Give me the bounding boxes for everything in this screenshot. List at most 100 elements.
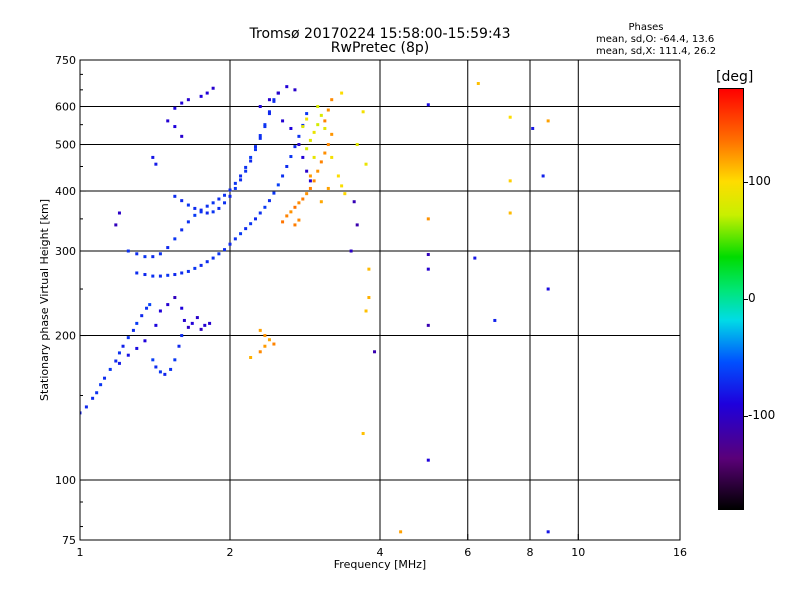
- data-point: [126, 353, 130, 357]
- x-tick-label: 16: [673, 546, 687, 559]
- data-point: [293, 145, 297, 149]
- data-point: [289, 210, 293, 214]
- data-point: [326, 143, 330, 147]
- data-point: [508, 115, 512, 119]
- data-point: [158, 274, 162, 278]
- data-point: [117, 211, 121, 215]
- data-point: [151, 274, 155, 278]
- data-point: [173, 296, 177, 300]
- data-point: [316, 123, 320, 127]
- data-point: [205, 211, 209, 215]
- data-point: [272, 342, 276, 346]
- data-point: [244, 227, 248, 231]
- data-point: [276, 91, 280, 95]
- data-point: [228, 242, 232, 246]
- x-tick-label: 6: [464, 546, 471, 559]
- data-point: [173, 237, 177, 241]
- data-point: [148, 303, 152, 307]
- data-point: [217, 206, 221, 210]
- data-point: [253, 217, 257, 221]
- y-tick-label: 600: [55, 101, 76, 114]
- data-point: [285, 85, 289, 89]
- data-point: [228, 194, 232, 198]
- data-point: [258, 211, 262, 215]
- colorbar: [718, 88, 744, 510]
- data-point: [193, 206, 197, 210]
- data-point: [233, 181, 237, 185]
- data-point: [80, 411, 82, 415]
- data-point: [135, 271, 139, 275]
- data-point: [508, 179, 512, 183]
- data-point: [154, 323, 158, 327]
- x-tick-label: 4: [377, 546, 384, 559]
- data-point: [239, 174, 243, 178]
- data-point: [316, 105, 320, 109]
- data-point: [233, 237, 237, 241]
- data-point: [223, 201, 227, 205]
- data-point: [154, 365, 158, 369]
- y-tick-label: 300: [55, 245, 76, 258]
- data-point: [312, 179, 316, 183]
- data-point: [166, 246, 170, 250]
- data-point: [180, 101, 184, 105]
- data-point: [541, 174, 545, 178]
- data-point: [267, 199, 271, 203]
- colorbar-tick: [744, 181, 748, 183]
- data-point: [186, 203, 190, 207]
- data-point: [203, 323, 207, 327]
- y-axis-label: Stationary phase Virtual Height [km]: [38, 199, 51, 401]
- data-point: [272, 99, 276, 103]
- data-point: [267, 110, 271, 114]
- data-point: [546, 530, 550, 534]
- data-point: [336, 174, 340, 178]
- data-point: [281, 174, 285, 178]
- data-point: [239, 232, 243, 236]
- data-point: [199, 94, 203, 98]
- colorbar-unit: [deg]: [716, 69, 754, 85]
- data-point: [289, 126, 293, 130]
- data-point: [426, 323, 430, 327]
- data-point: [285, 164, 289, 168]
- data-point: [169, 367, 173, 371]
- data-point: [316, 169, 320, 173]
- data-point: [258, 105, 262, 109]
- data-point: [319, 113, 323, 117]
- data-point: [193, 266, 197, 270]
- colorbar-tick-label: -100: [748, 408, 776, 423]
- data-point: [426, 103, 430, 107]
- data-point: [199, 327, 203, 331]
- data-point: [143, 255, 147, 259]
- data-point: [312, 130, 316, 134]
- data-point: [319, 200, 323, 204]
- data-point: [305, 112, 309, 116]
- data-point: [426, 267, 430, 271]
- data-point: [180, 228, 184, 232]
- data-point: [173, 106, 177, 110]
- data-point: [297, 218, 301, 222]
- x-tick-label: 2: [227, 546, 234, 559]
- data-point: [289, 155, 293, 159]
- data-point: [249, 155, 253, 159]
- data-point: [312, 155, 316, 159]
- data-point: [223, 248, 227, 252]
- data-point: [244, 165, 248, 169]
- data-point: [305, 192, 309, 196]
- data-point: [217, 252, 221, 256]
- y-tick-label: 500: [55, 139, 76, 152]
- data-point: [367, 296, 371, 300]
- data-point: [177, 344, 181, 348]
- data-point: [308, 179, 312, 183]
- data-point: [143, 339, 147, 343]
- data-point: [208, 321, 212, 325]
- data-point: [95, 391, 99, 395]
- data-point: [258, 134, 262, 138]
- data-point: [173, 273, 177, 277]
- data-point: [330, 155, 334, 159]
- data-point: [258, 328, 262, 332]
- data-point: [186, 325, 190, 329]
- data-point: [323, 119, 327, 123]
- y-tick-label: 750: [55, 54, 76, 67]
- data-point: [267, 338, 271, 342]
- data-point: [121, 344, 125, 348]
- data-point: [166, 273, 170, 277]
